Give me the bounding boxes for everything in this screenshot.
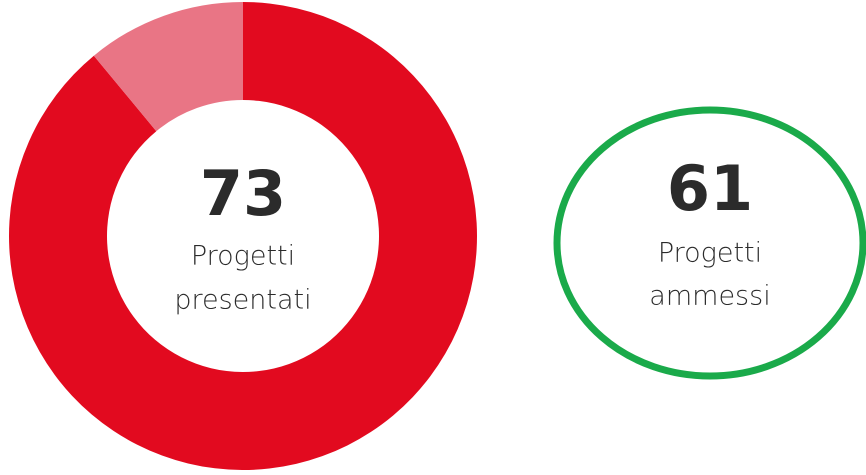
badge-label: ammessi bbox=[649, 281, 770, 312]
center-value: 73 bbox=[200, 157, 286, 230]
badge-label: Progetti bbox=[658, 238, 762, 269]
donut-segment bbox=[93, 2, 243, 132]
center-label: Progetti bbox=[191, 241, 295, 272]
donut bbox=[8, 2, 477, 470]
center-label: presentati bbox=[174, 285, 311, 316]
donut-segment bbox=[8, 2, 477, 470]
badge-ring bbox=[553, 106, 866, 380]
badge-value: 61 bbox=[667, 152, 753, 225]
